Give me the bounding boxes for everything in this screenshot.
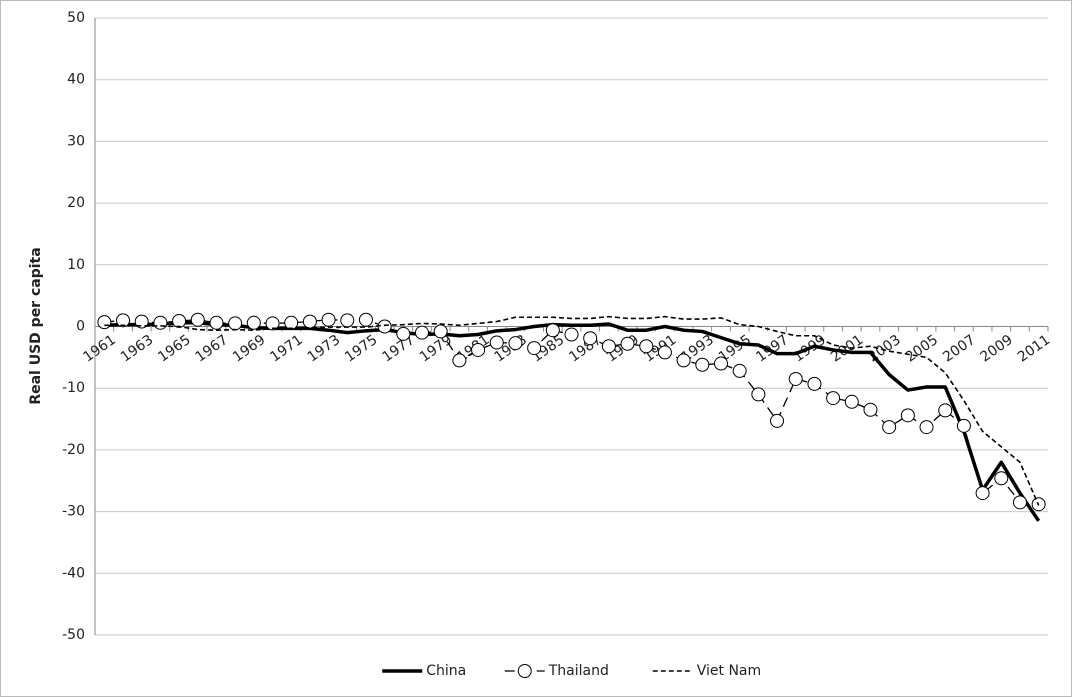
marker <box>751 387 766 402</box>
y-tick-label: 50 <box>67 10 85 26</box>
marker <box>153 315 168 330</box>
marker <box>788 371 803 386</box>
marker <box>340 313 355 328</box>
y-tick-label: -30 <box>62 504 85 520</box>
marker <box>807 376 822 391</box>
marker <box>97 315 112 330</box>
marker <box>900 408 915 423</box>
y-tick-label: -50 <box>62 627 85 643</box>
marker <box>732 363 747 378</box>
marker <box>919 420 934 435</box>
y-axis-title: Real USD per capita <box>28 247 44 404</box>
legend-label: Viet Nam <box>697 663 761 679</box>
marker <box>583 331 598 346</box>
marker <box>209 315 224 330</box>
marker <box>396 326 411 341</box>
y-tick-label: 20 <box>67 195 85 211</box>
marker <box>938 403 953 418</box>
marker <box>302 314 317 329</box>
marker <box>415 325 430 340</box>
marker <box>321 312 336 327</box>
marker <box>527 341 542 356</box>
marker <box>975 486 990 501</box>
marker <box>564 327 579 342</box>
legend-label: Thailand <box>548 663 609 679</box>
y-tick-label: -20 <box>62 442 85 458</box>
marker <box>657 345 672 360</box>
marker <box>228 316 243 331</box>
y-tick-label: -40 <box>62 565 85 581</box>
marker <box>489 335 504 350</box>
marker <box>882 420 897 435</box>
y-tick-label: 30 <box>67 133 85 149</box>
y-tick-label: 0 <box>76 319 85 335</box>
marker <box>695 357 710 372</box>
marker <box>433 324 448 339</box>
marker <box>1012 495 1027 510</box>
y-tick-label: -10 <box>62 380 85 396</box>
series-line <box>104 321 1041 522</box>
marker <box>190 312 205 327</box>
marker <box>863 402 878 417</box>
marker <box>358 312 373 327</box>
marker <box>994 471 1009 486</box>
legend-label: China <box>426 663 466 679</box>
marker <box>713 356 728 371</box>
marker <box>676 353 691 368</box>
marker <box>284 315 299 330</box>
marker <box>116 313 131 328</box>
y-tick-label: 10 <box>67 257 85 273</box>
marker <box>844 394 859 409</box>
series-line <box>104 315 1040 506</box>
marker <box>956 418 971 433</box>
marker <box>770 413 785 428</box>
marker <box>471 342 486 357</box>
marker <box>452 353 467 368</box>
marker <box>508 336 523 351</box>
marker <box>620 336 635 351</box>
marker <box>826 391 841 406</box>
marker <box>545 323 560 338</box>
marker <box>246 315 261 330</box>
marker <box>639 339 654 354</box>
legend-marker <box>517 664 532 678</box>
y-tick-label: 40 <box>67 72 85 88</box>
marker <box>265 316 280 331</box>
marker <box>601 339 616 354</box>
marker <box>172 313 187 328</box>
marker <box>134 314 149 329</box>
